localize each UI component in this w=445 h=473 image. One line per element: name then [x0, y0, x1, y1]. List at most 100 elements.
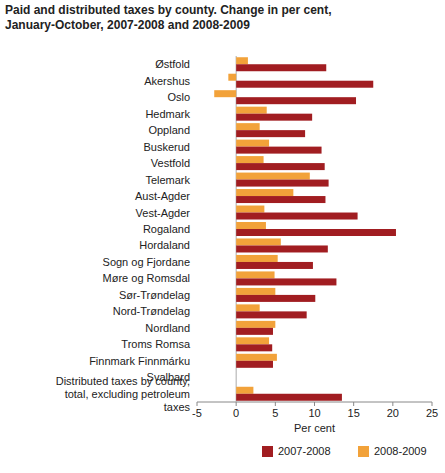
bar [236, 222, 266, 229]
category-label-line: Rogaland [143, 223, 190, 235]
category-label-line: Aust-Agder [135, 190, 190, 202]
bar [236, 163, 325, 170]
bar [236, 337, 269, 344]
bar [236, 123, 260, 130]
category-label: Hordaland [139, 239, 190, 251]
x-tick [432, 402, 433, 406]
bar [236, 156, 263, 163]
category-label: Oslo [167, 91, 190, 103]
bar [236, 189, 293, 196]
category-label-line: Troms Romsa [121, 338, 191, 350]
bar [236, 229, 396, 236]
category-label: Telemark [145, 174, 190, 186]
bar [236, 196, 325, 203]
bar [236, 361, 273, 368]
x-tick-label: 0 [233, 407, 239, 419]
x-tick [392, 402, 393, 406]
bar [236, 387, 253, 394]
legend-label: 2008-2009 [374, 445, 427, 457]
category-label-line: Møre og Romsdal [103, 272, 190, 284]
category-label-line: Oppland [148, 124, 190, 136]
category-label: Aust-Agder [135, 190, 190, 202]
legend-swatch [358, 446, 369, 457]
x-tick-label: 15 [348, 407, 360, 419]
x-tick-label: 20 [387, 407, 399, 419]
bar [236, 295, 315, 302]
category-label: Distributed taxes by county,total, exclu… [56, 375, 191, 413]
category-label: Nord-Trøndelag [113, 305, 190, 317]
category-label-line: Oslo [167, 91, 190, 103]
bar [236, 180, 328, 187]
category-label-line: Akershus [144, 75, 190, 87]
category-label-line: Nordland [145, 322, 190, 334]
bar [236, 271, 274, 278]
bar [236, 213, 357, 220]
bar [236, 321, 275, 328]
bar [236, 114, 312, 121]
bar [236, 81, 373, 88]
x-axis-label: Per cent [294, 422, 335, 434]
category-label: Buskerud [144, 141, 190, 153]
bars [214, 57, 396, 401]
bar [236, 377, 237, 384]
x-tick [197, 402, 198, 406]
x-tick [353, 402, 354, 406]
bar [236, 130, 305, 137]
category-label: Møre og Romsdal [103, 272, 190, 284]
bar [236, 140, 269, 147]
category-label-line: Vest-Agder [136, 207, 191, 219]
bar [236, 57, 248, 64]
bar [236, 288, 275, 295]
bar [236, 262, 313, 269]
legend-label: 2007-2008 [278, 445, 331, 457]
category-label-line: Distributed taxes by county, [56, 375, 190, 387]
bar [236, 394, 342, 401]
category-label: Sør-Trøndelag [119, 289, 190, 301]
bar [236, 107, 267, 114]
category-label-line: Sogn og Fjordane [103, 256, 190, 268]
bar [236, 97, 356, 104]
bar [214, 90, 236, 97]
bar [236, 311, 307, 318]
category-label: Finnmark Finnmárku [89, 355, 190, 367]
bar [236, 173, 310, 180]
bar [236, 245, 328, 252]
bar [236, 278, 336, 285]
title-line: January-October, 2007-2008 and 2008-2009 [5, 18, 250, 32]
category-label-line: Vestfold [151, 157, 190, 169]
category-label-line: Østfold [155, 58, 190, 70]
bar [236, 206, 264, 213]
x-tick [236, 402, 237, 406]
category-label-line: Sør-Trøndelag [119, 289, 190, 301]
legend-swatch [262, 446, 273, 457]
bar [236, 328, 273, 335]
category-label: Troms Romsa [121, 338, 191, 350]
x-tick-label: 25 [426, 407, 438, 419]
x-tick-label: 10 [308, 407, 320, 419]
category-label: Oppland [148, 124, 190, 136]
bar [236, 370, 237, 377]
category-label-line: Hedmark [145, 108, 190, 120]
x-tick-label: 5 [272, 407, 278, 419]
x-tick [275, 402, 276, 406]
bar [228, 74, 236, 81]
bar [236, 304, 260, 311]
category-label-line: taxes [164, 401, 191, 413]
bar [236, 147, 321, 154]
bar [236, 238, 281, 245]
category-label: Rogaland [143, 223, 190, 235]
category-label-line: total, excluding petroleum [65, 388, 190, 400]
category-label-line: Nord-Trøndelag [113, 305, 190, 317]
category-label: Vestfold [151, 157, 190, 169]
category-label-line: Telemark [145, 174, 190, 186]
category-label: Akershus [144, 75, 190, 87]
title: Paid and distributed taxes by county. Ch… [5, 3, 332, 32]
category-label-line: Hordaland [139, 239, 190, 251]
category-label: Hedmark [145, 108, 190, 120]
bar [236, 64, 326, 71]
bar [236, 255, 278, 262]
bar [236, 354, 277, 361]
bar [236, 344, 272, 351]
category-label-line: Finnmark Finnmárku [89, 355, 190, 367]
title-line: Paid and distributed taxes by county. Ch… [5, 3, 332, 17]
